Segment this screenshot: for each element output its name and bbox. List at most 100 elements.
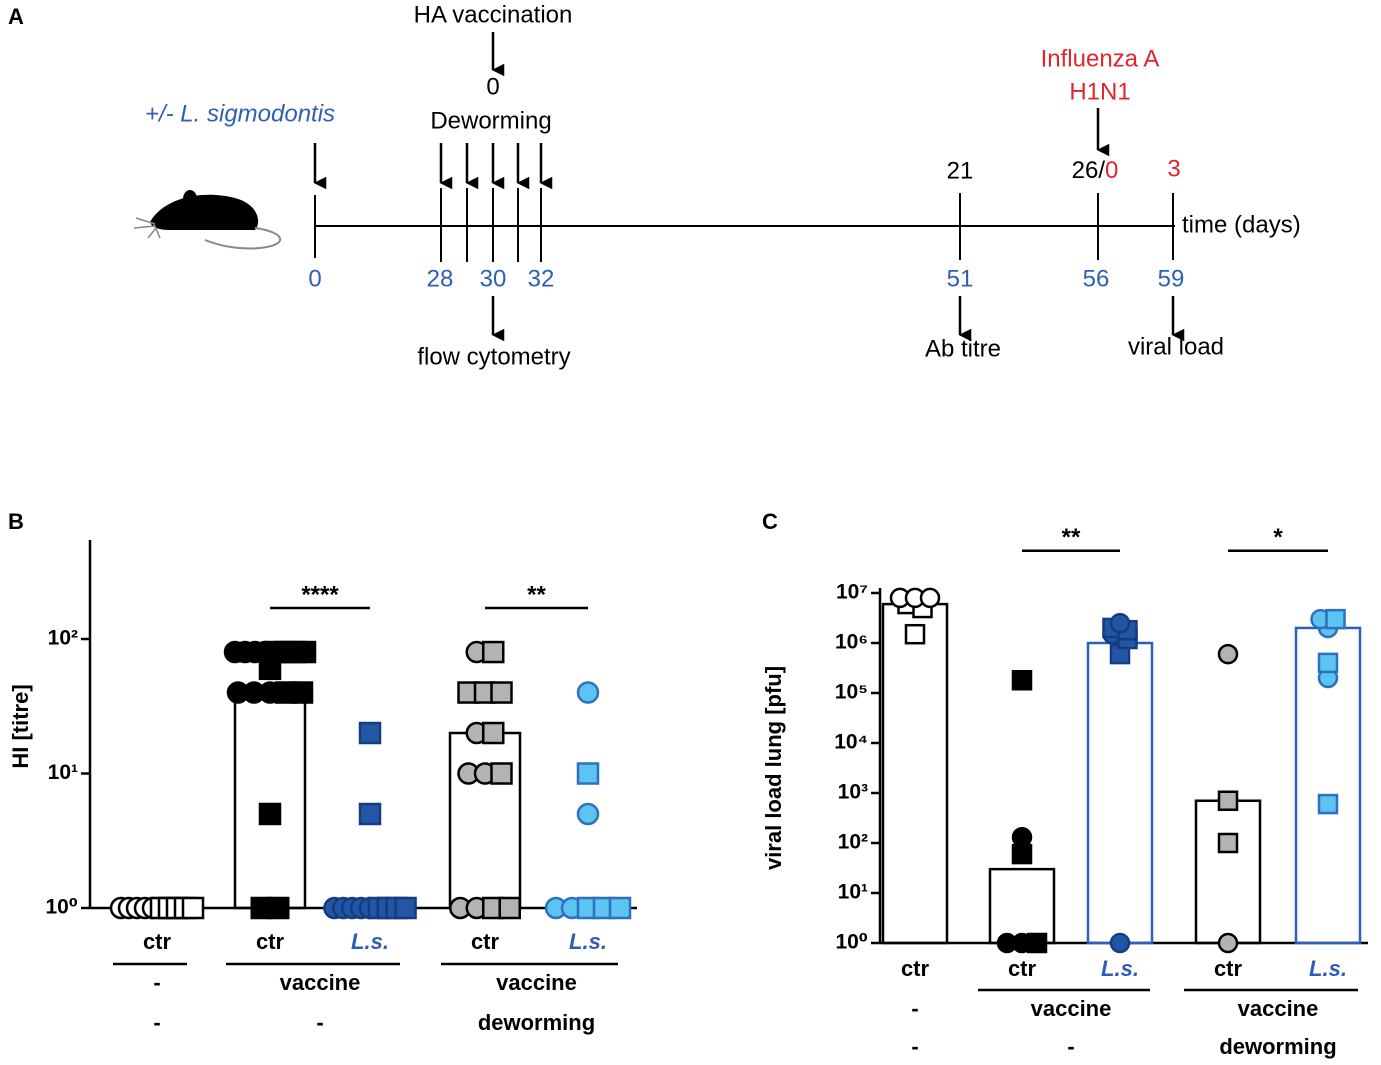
category-label: ctr bbox=[901, 956, 930, 981]
category-label: ctr bbox=[471, 929, 500, 954]
data-point bbox=[1217, 790, 1239, 811]
data-point bbox=[1217, 932, 1239, 954]
axis-label: time (days) bbox=[1182, 211, 1301, 238]
day-label: 32 bbox=[528, 265, 555, 292]
bar bbox=[1086, 641, 1154, 945]
significance-label: ** bbox=[527, 581, 546, 608]
data-point bbox=[919, 587, 941, 609]
data-point bbox=[394, 896, 417, 920]
group-label: deworming bbox=[1219, 1034, 1336, 1059]
y-tick-label: 10⁵ bbox=[835, 681, 868, 704]
data-point bbox=[576, 681, 600, 704]
data-point bbox=[904, 623, 926, 645]
deworming-label: Deworming bbox=[430, 107, 551, 134]
data-point bbox=[1011, 827, 1033, 848]
data-point bbox=[576, 802, 600, 826]
vaccination-day: 0 bbox=[486, 73, 499, 100]
group-label: - bbox=[911, 996, 918, 1021]
y-tick-label: 10¹ bbox=[838, 881, 868, 904]
data-point bbox=[1317, 793, 1339, 815]
panel-letter: A bbox=[8, 4, 24, 29]
data-point bbox=[576, 762, 600, 785]
top-day-label: 26 bbox=[1072, 157, 1099, 184]
group-label: vaccine bbox=[1238, 996, 1319, 1021]
significance-label: * bbox=[1273, 524, 1283, 551]
group-label: vaccine bbox=[280, 970, 361, 995]
day-label: 56 bbox=[1083, 265, 1110, 292]
group-label: - bbox=[316, 1010, 323, 1035]
bar bbox=[881, 602, 949, 945]
category-label: L.s. bbox=[351, 929, 389, 954]
bar bbox=[448, 731, 522, 910]
top-day-label: 3 bbox=[1167, 155, 1180, 182]
y-tick-label: 10⁶ bbox=[835, 631, 868, 654]
data-point bbox=[358, 721, 382, 745]
category-label: ctr bbox=[1008, 956, 1037, 981]
data-point bbox=[608, 896, 632, 920]
challenge-label: H1N1 bbox=[1069, 78, 1130, 105]
infection-label: +/- L. sigmodontis bbox=[145, 100, 335, 127]
day-label: 51 bbox=[947, 265, 974, 292]
data-point bbox=[1026, 932, 1048, 954]
timeline: A +/- L. sigmodontis HA vaccination 0 De… bbox=[8, 1, 1301, 370]
challenge-label: Influenza A bbox=[1041, 45, 1160, 72]
group-label: - bbox=[153, 1010, 160, 1035]
day-label: 0 bbox=[308, 265, 321, 292]
data-point bbox=[1325, 608, 1346, 630]
category-label: ctr bbox=[1214, 956, 1243, 981]
bar bbox=[1194, 799, 1262, 945]
data-point bbox=[1011, 669, 1033, 691]
data-point bbox=[498, 896, 521, 920]
data-point bbox=[267, 896, 290, 920]
vaccination-label: HA vaccination bbox=[414, 1, 573, 28]
group-label: vaccine bbox=[496, 970, 577, 995]
category-label: L.s. bbox=[1101, 956, 1139, 981]
top-day-label: 26/0 bbox=[1072, 157, 1119, 184]
data-point bbox=[482, 721, 505, 745]
mouse-icon bbox=[133, 190, 282, 250]
y-tick-label: 10⁰ bbox=[45, 896, 78, 919]
data-point bbox=[293, 640, 317, 664]
separator: / bbox=[1098, 157, 1105, 184]
group-label: deworming bbox=[478, 1010, 595, 1035]
day-label: 28 bbox=[427, 265, 454, 292]
group-label: - bbox=[1067, 1034, 1074, 1059]
readout-label: viral load bbox=[1128, 333, 1224, 360]
panel-letter: B bbox=[8, 509, 24, 534]
group-label: - bbox=[911, 1034, 918, 1059]
significance-label: ** bbox=[1062, 524, 1081, 551]
data-point bbox=[290, 681, 314, 704]
readout-label: flow cytometry bbox=[417, 343, 570, 370]
top-day-label: 0 bbox=[1105, 157, 1118, 184]
data-point bbox=[1109, 932, 1131, 954]
category-label: L.s. bbox=[1309, 956, 1347, 981]
panel-letter: C bbox=[762, 509, 778, 534]
data-point bbox=[1011, 843, 1033, 865]
significance-label: **** bbox=[301, 581, 339, 608]
y-tick-label: 10² bbox=[838, 831, 868, 854]
data-point bbox=[1317, 652, 1339, 674]
day-label: 59 bbox=[1158, 265, 1185, 292]
y-tick-label: 10³ bbox=[838, 781, 868, 804]
y-axis-label: viral load lung [pfu] bbox=[761, 666, 786, 870]
day-label: 30 bbox=[480, 265, 507, 292]
category-label: L.s. bbox=[569, 929, 607, 954]
ticks bbox=[314, 188, 1174, 262]
data-point bbox=[1109, 612, 1131, 634]
y-axis-label: HI [titre] bbox=[8, 684, 33, 768]
data-point bbox=[181, 896, 205, 920]
y-tick-label: 10² bbox=[48, 627, 78, 650]
group-label: - bbox=[153, 970, 160, 995]
group-label: vaccine bbox=[1031, 996, 1112, 1021]
y-tick-label: 10⁷ bbox=[836, 581, 868, 604]
y-tick-label: 10¹ bbox=[48, 761, 78, 784]
data-point bbox=[358, 802, 382, 826]
y-tick-label: 10⁴ bbox=[834, 731, 868, 754]
data-point bbox=[490, 762, 513, 785]
bar bbox=[233, 691, 307, 910]
category-label: ctr bbox=[256, 929, 285, 954]
top-day-label: 21 bbox=[947, 157, 974, 184]
data-point bbox=[258, 802, 282, 826]
category-label: ctr bbox=[143, 929, 172, 954]
